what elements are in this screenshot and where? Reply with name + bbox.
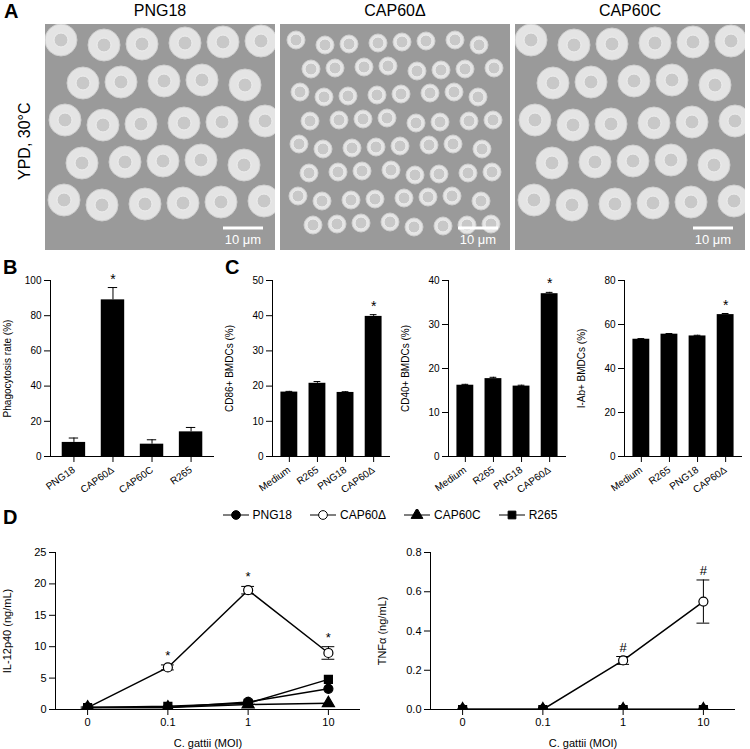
svg-text:*: * <box>723 297 729 313</box>
svg-text:#: # <box>620 640 628 655</box>
svg-text:*: * <box>547 275 553 291</box>
svg-text:50: 50 <box>252 275 264 286</box>
svg-text:CAP60Δ: CAP60Δ <box>691 464 729 495</box>
svg-text:*: * <box>371 298 377 314</box>
svg-text:40: 40 <box>252 310 264 321</box>
svg-text:30: 30 <box>252 345 264 356</box>
svg-text:PNG18: PNG18 <box>667 464 701 492</box>
svg-text:0.8: 0.8 <box>406 546 421 558</box>
svg-text:10: 10 <box>428 407 440 418</box>
svg-text:#: # <box>700 563 708 578</box>
svg-text:60: 60 <box>30 345 42 356</box>
svg-text:*: * <box>246 569 251 584</box>
svg-text:20: 20 <box>252 380 264 391</box>
svg-text:60: 60 <box>604 319 616 330</box>
svg-text:80: 80 <box>604 275 616 286</box>
html-text:PNG18: PNG18 <box>133 2 187 19</box>
svg-text:40: 40 <box>604 363 616 374</box>
svg-text:TNFα (ng/mL): TNFα (ng/mL) <box>376 597 388 666</box>
svg-text:10: 10 <box>697 716 709 728</box>
svg-text:25: 25 <box>34 546 46 558</box>
svg-text:Medium: Medium <box>257 464 292 493</box>
svg-text:1: 1 <box>620 716 626 728</box>
svg-text:CAP60C: CAP60C <box>117 464 155 495</box>
html-text:YPD, 30°C: YPD, 30°C <box>16 102 33 180</box>
svg-text:0: 0 <box>434 451 440 462</box>
svg-text:0: 0 <box>40 703 46 715</box>
svg-text:R265: R265 <box>168 464 194 487</box>
html-text:PNG18: PNG18 <box>252 508 292 522</box>
svg-text:10 μm: 10 μm <box>695 232 731 247</box>
html-text:CAP60C: CAP60C <box>598 2 662 19</box>
svg-text:15: 15 <box>34 609 46 621</box>
svg-text:10: 10 <box>322 716 334 728</box>
svg-text:20: 20 <box>30 416 42 427</box>
svg-text:CAP60Δ: CAP60Δ <box>515 464 553 495</box>
html-text:B: B <box>3 256 18 278</box>
svg-text:Phagocytosis rate (%): Phagocytosis rate (%) <box>2 320 13 418</box>
svg-text:0.1: 0.1 <box>535 716 550 728</box>
svg-text:10 μm: 10 μm <box>225 232 261 247</box>
svg-text:10: 10 <box>34 640 46 652</box>
svg-text:*: * <box>110 271 116 287</box>
svg-text:20: 20 <box>34 577 46 589</box>
html-text:R265: R265 <box>528 508 558 522</box>
html-text:C: C <box>225 256 240 278</box>
svg-text:40: 40 <box>30 380 42 391</box>
svg-text:C. gattii (MOI): C. gattii (MOI) <box>549 737 617 749</box>
svg-text:I-Ab+ BMDCs (%): I-Ab+ BMDCs (%) <box>576 329 587 409</box>
svg-text:1: 1 <box>245 716 251 728</box>
svg-text:Medium: Medium <box>609 464 644 493</box>
svg-text:30: 30 <box>428 319 440 330</box>
svg-text:0: 0 <box>36 451 42 462</box>
html-text:A: A <box>4 0 19 22</box>
svg-text:5: 5 <box>40 672 46 684</box>
svg-text:CD40+ BMDCs (%): CD40+ BMDCs (%) <box>400 325 411 412</box>
svg-text:100: 100 <box>25 275 42 286</box>
svg-text:0.0: 0.0 <box>406 703 421 715</box>
svg-text:CD86+ BMDCs (%): CD86+ BMDCs (%) <box>224 325 235 412</box>
svg-text:R265: R265 <box>470 464 497 487</box>
svg-text:IL-12p40 (ng/mL): IL-12p40 (ng/mL) <box>1 589 13 673</box>
html-text:CAP60C: CAP60C <box>434 508 481 522</box>
svg-text:CAP60Δ: CAP60Δ <box>78 464 116 495</box>
svg-text:*: * <box>326 630 331 645</box>
svg-text:*: * <box>165 648 170 663</box>
svg-text:R265: R265 <box>294 464 321 487</box>
svg-text:0.1: 0.1 <box>160 716 175 728</box>
svg-text:10 μm: 10 μm <box>460 232 496 247</box>
svg-text:CAP60Δ: CAP60Δ <box>339 464 377 495</box>
svg-text:C. gattii (MOI): C. gattii (MOI) <box>174 737 242 749</box>
svg-text:0.4: 0.4 <box>406 625 421 637</box>
svg-text:0: 0 <box>610 451 616 462</box>
svg-text:0: 0 <box>460 716 466 728</box>
html-text:CAP60Δ: CAP60Δ <box>340 508 386 522</box>
svg-text:80: 80 <box>30 310 42 321</box>
svg-text:20: 20 <box>604 407 616 418</box>
svg-text:R265: R265 <box>646 464 673 487</box>
svg-text:Medium: Medium <box>433 464 468 493</box>
svg-text:PNG18: PNG18 <box>491 464 525 492</box>
html-text:CAP60Δ: CAP60Δ <box>364 2 426 19</box>
svg-text:20: 20 <box>428 363 440 374</box>
svg-text:PNG18: PNG18 <box>315 464 349 492</box>
html-text:D: D <box>3 506 18 528</box>
svg-text:0.2: 0.2 <box>406 664 421 676</box>
svg-text:0: 0 <box>85 716 91 728</box>
svg-text:40: 40 <box>428 275 440 286</box>
svg-text:0: 0 <box>258 451 264 462</box>
svg-text:0.6: 0.6 <box>406 585 421 597</box>
svg-text:PNG18: PNG18 <box>44 464 78 492</box>
svg-text:10: 10 <box>252 416 264 427</box>
